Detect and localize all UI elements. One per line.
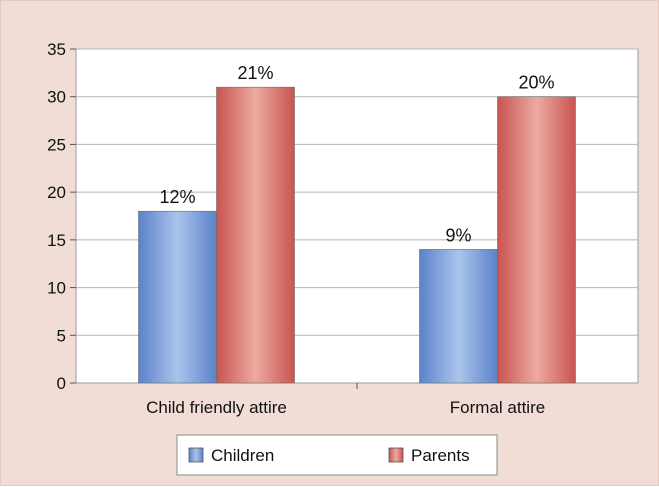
y-tick-label: 25: [47, 135, 66, 154]
legend-box: [176, 434, 498, 476]
y-tick-label: 0: [57, 374, 66, 393]
y-tick-label: 35: [47, 40, 66, 59]
data-label: 12%: [159, 187, 195, 207]
y-tick-label: 5: [57, 326, 66, 345]
bar-children: [138, 210, 217, 384]
y-tick-label: 10: [47, 279, 66, 298]
legend-swatch-parents: [388, 447, 404, 463]
data-label: 21%: [237, 63, 273, 83]
bar-children: [419, 249, 498, 384]
data-label: 9%: [445, 225, 471, 245]
data-label: 20%: [518, 73, 554, 93]
bar-parents: [216, 86, 295, 384]
legend-swatch-children: [188, 447, 204, 463]
legend-label-children: Children: [211, 446, 274, 465]
bar-parents: [497, 96, 576, 384]
y-tick-label: 20: [47, 183, 66, 202]
y-tick-label: 30: [47, 88, 66, 107]
y-tick-label: 15: [47, 231, 66, 250]
x-category-label: Child friendly attire: [146, 398, 287, 417]
x-category-label: Formal attire: [450, 398, 545, 417]
legend-label-parents: Parents: [411, 446, 470, 465]
